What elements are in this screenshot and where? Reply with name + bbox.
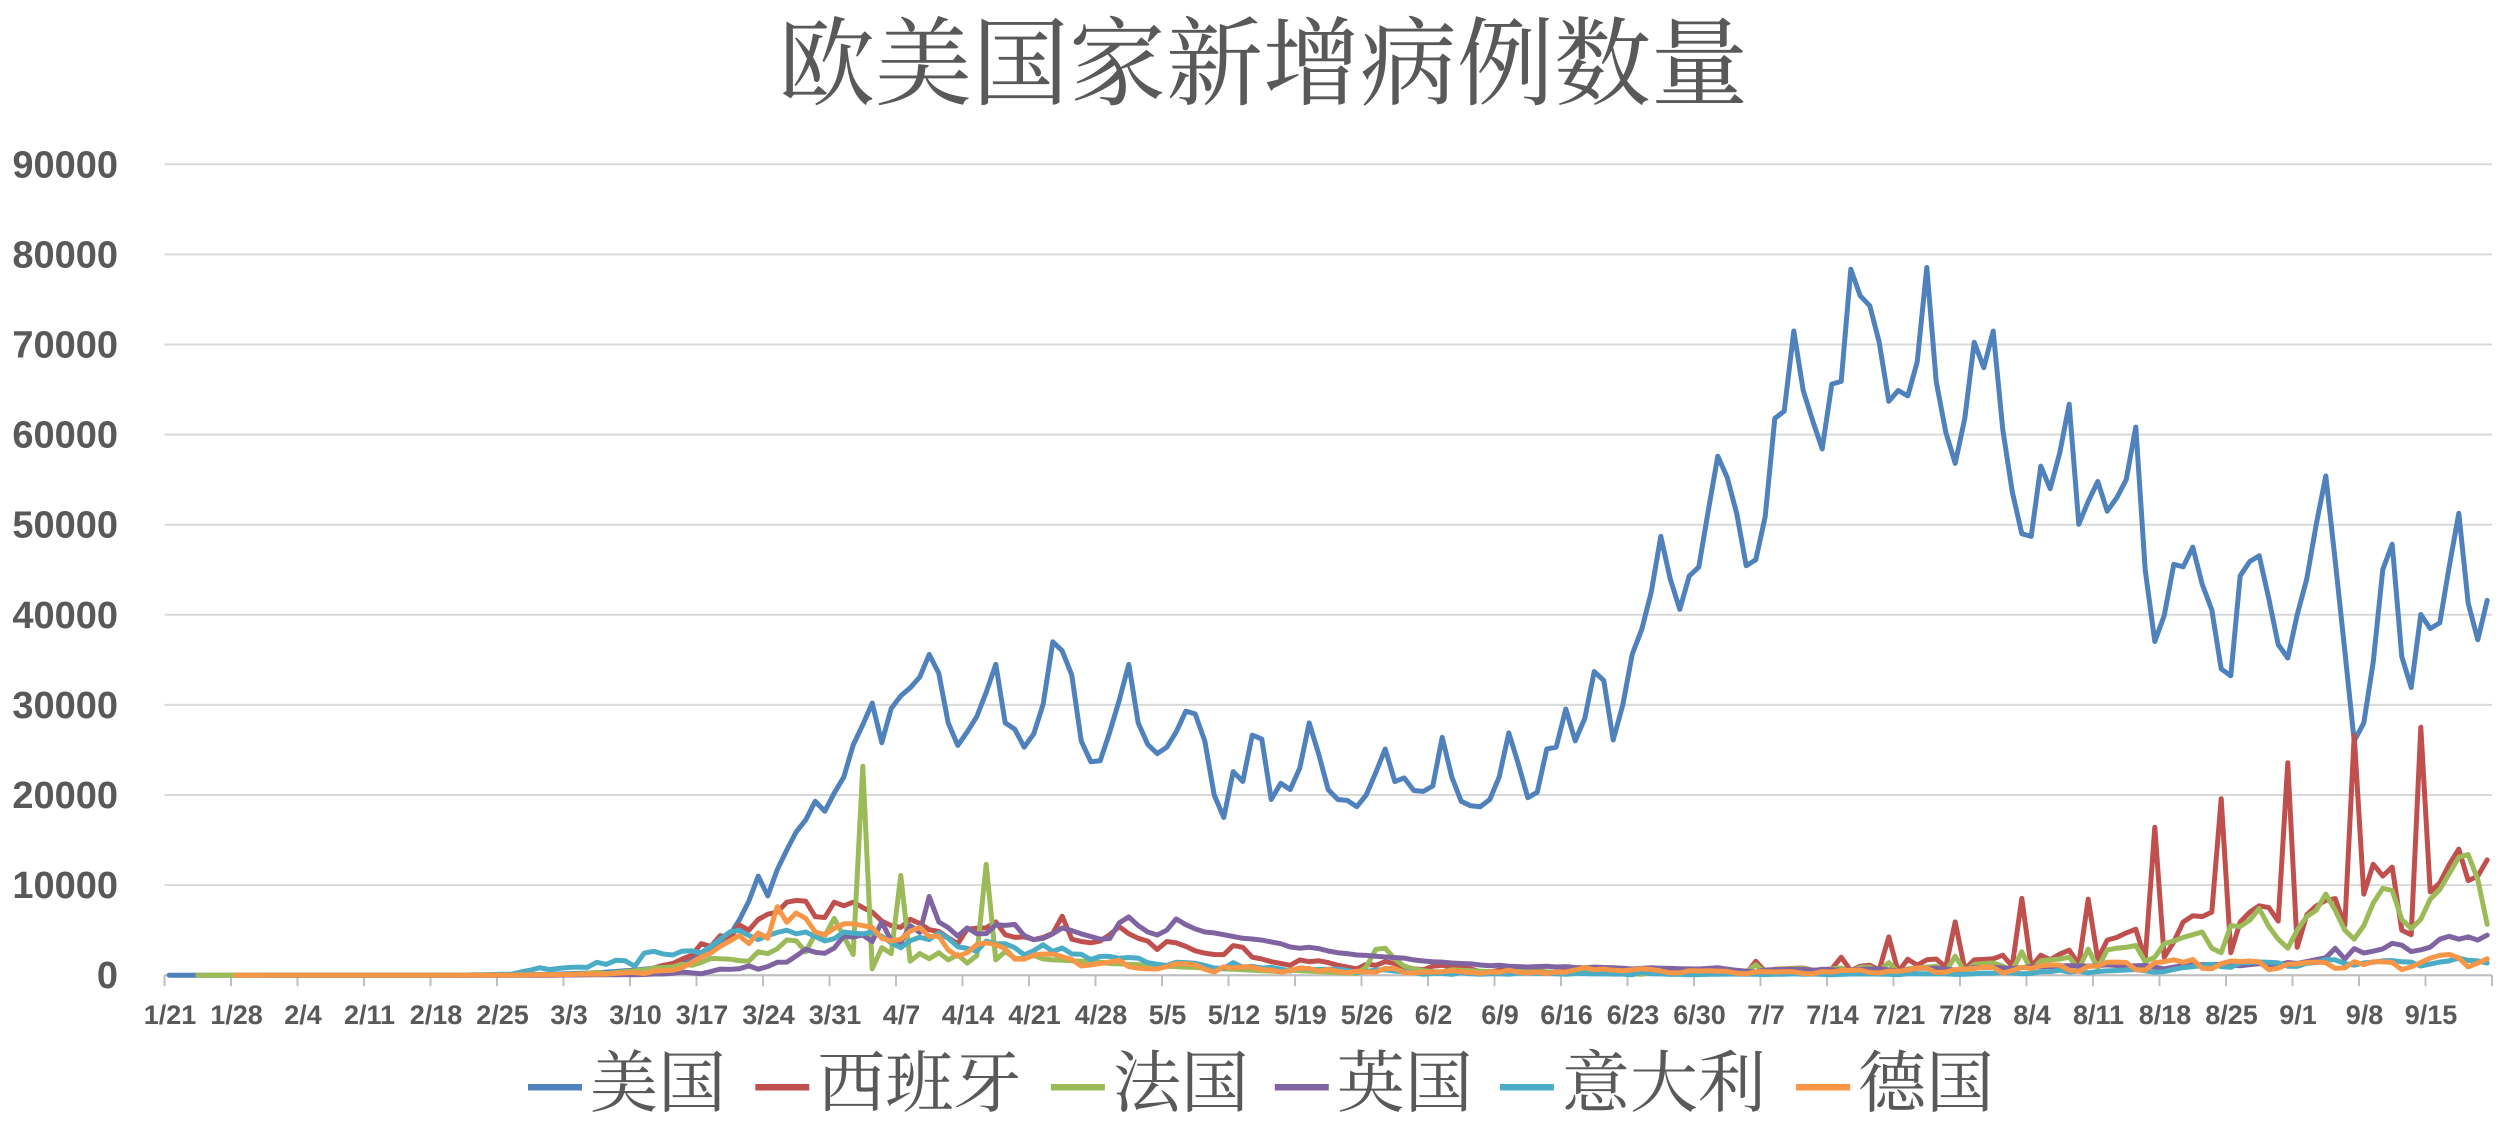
svg-text:50000: 50000 [12,505,118,547]
svg-text:5/12: 5/12 [1208,1000,1261,1030]
svg-text:7/28: 7/28 [1939,1000,1992,1030]
svg-text:2/11: 2/11 [344,1000,395,1030]
svg-text:3/24: 3/24 [742,1000,795,1030]
svg-text:2/18: 2/18 [410,1000,463,1030]
svg-text:4/7: 4/7 [883,1000,921,1030]
svg-text:20000: 20000 [12,775,118,817]
svg-text:40000: 40000 [12,595,118,637]
svg-text:8/11: 8/11 [2073,1000,2124,1030]
svg-text:6/9: 6/9 [1481,1000,1519,1030]
svg-text:7/7: 7/7 [1747,1000,1785,1030]
svg-text:7/14: 7/14 [1806,1000,1859,1030]
svg-text:70000: 70000 [12,325,118,367]
svg-text:1/21: 1/21 [144,1000,197,1030]
svg-text:8/25: 8/25 [2205,1000,2258,1030]
svg-text:3/10: 3/10 [609,1000,662,1030]
svg-text:1/28: 1/28 [210,1000,263,1030]
svg-text:4/14: 4/14 [942,1000,995,1030]
svg-text:60000: 60000 [12,415,118,457]
svg-text:5/5: 5/5 [1149,1000,1187,1030]
svg-text:9/8: 9/8 [2346,1000,2384,1030]
svg-text:6/30: 6/30 [1673,1000,1726,1030]
svg-text:3/3: 3/3 [550,1000,588,1030]
svg-text:6/23: 6/23 [1607,1000,1660,1030]
svg-text:3/31: 3/31 [809,1000,862,1030]
svg-text:10000: 10000 [12,865,118,907]
svg-text:7/21: 7/21 [1873,1000,1926,1030]
svg-text:6/16: 6/16 [1540,1000,1593,1030]
svg-text:3/17: 3/17 [676,1000,729,1030]
svg-text:5/26: 5/26 [1341,1000,1394,1030]
svg-text:9/1: 9/1 [2279,1000,2317,1030]
svg-text:2/4: 2/4 [284,1000,322,1030]
svg-text:5/19: 5/19 [1274,1000,1327,1030]
svg-text:0: 0 [97,955,118,997]
svg-text:8/4: 8/4 [2013,1000,2051,1030]
svg-text:8/18: 8/18 [2139,1000,2192,1030]
svg-text:4/28: 4/28 [1075,1000,1128,1030]
svg-text:6/2: 6/2 [1415,1000,1453,1030]
svg-text:2/25: 2/25 [476,1000,529,1030]
svg-text:9/15: 9/15 [2405,1000,2458,1030]
svg-text:80000: 80000 [12,234,118,276]
svg-text:90000: 90000 [12,144,118,186]
svg-text:30000: 30000 [12,685,118,727]
svg-text:4/21: 4/21 [1008,1000,1061,1030]
